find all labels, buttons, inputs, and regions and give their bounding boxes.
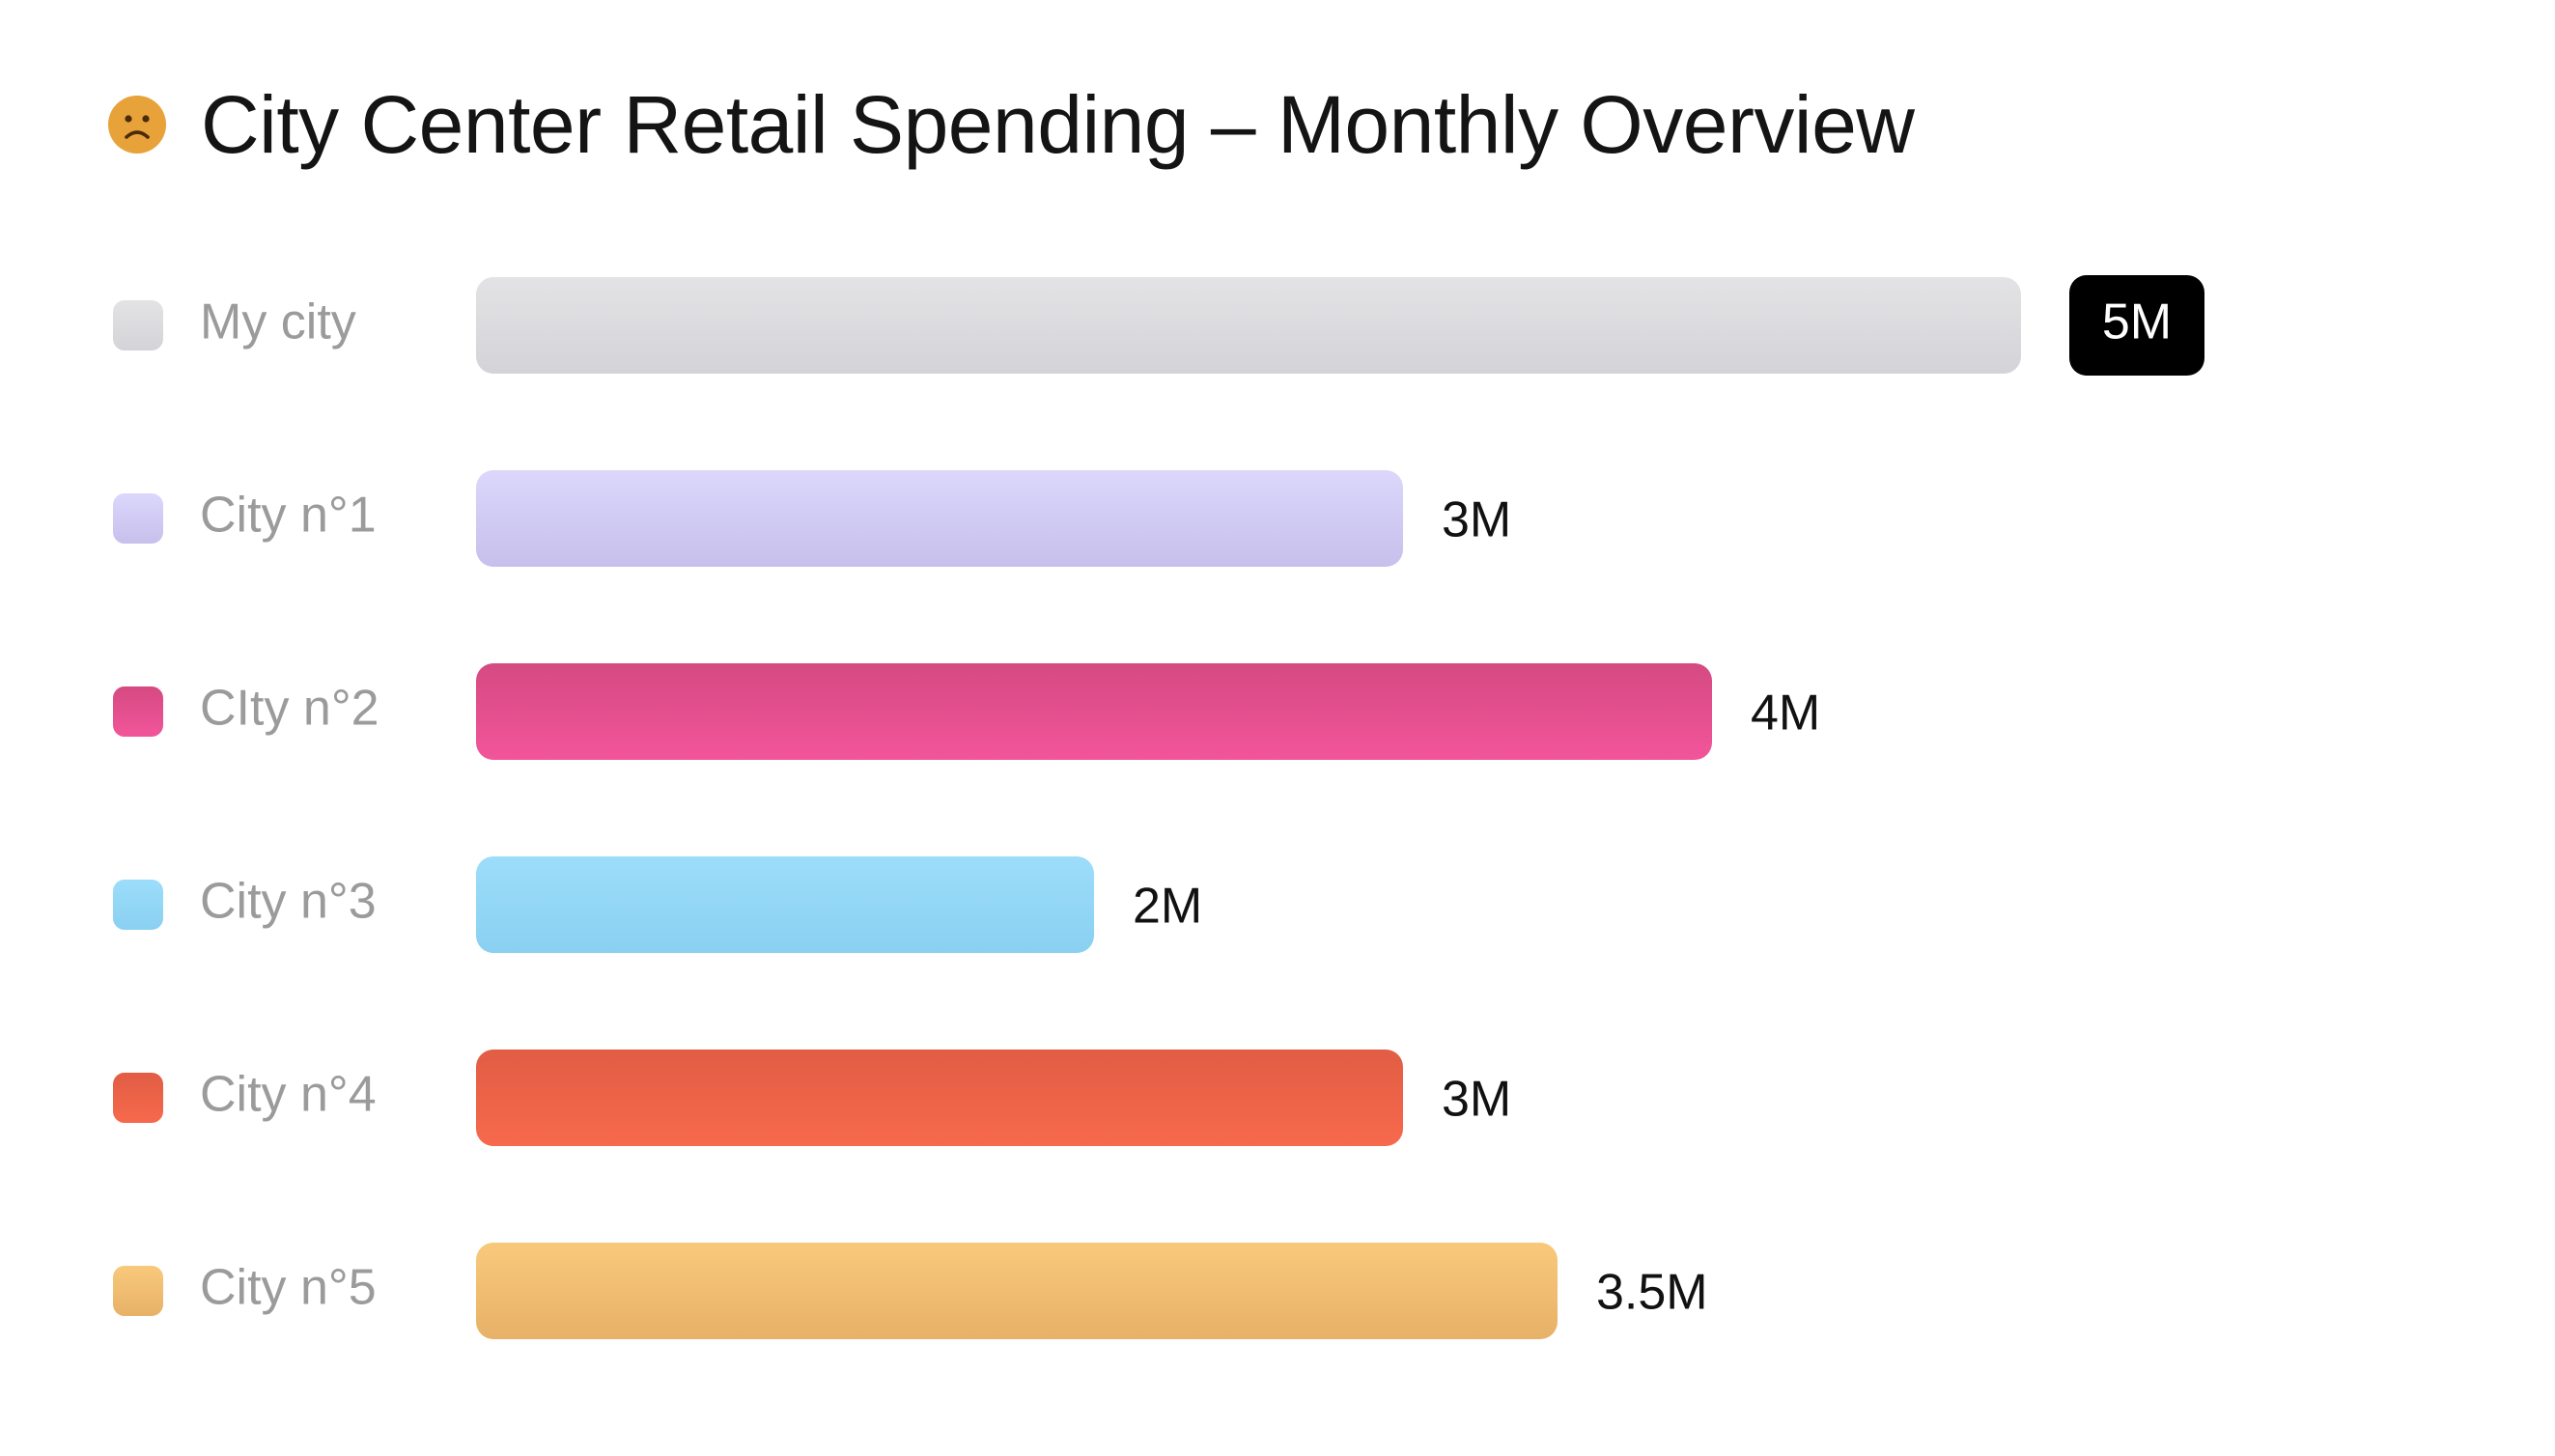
bar[interactable]: [476, 277, 2021, 374]
value-label: 2M: [1133, 879, 1202, 935]
value-badge: [2069, 275, 2204, 376]
chart-header: City Center Retail Spending – Monthly Ov…: [108, 71, 1915, 178]
legend-swatch: [113, 1266, 163, 1316]
category-label: City n°5: [200, 1260, 377, 1316]
legend-swatch: [113, 1073, 163, 1123]
chart-title: City Center Retail Spending – Monthly Ov…: [201, 79, 1915, 170]
bar[interactable]: [476, 856, 1094, 953]
sad-face-icon: [108, 96, 166, 154]
bar[interactable]: [476, 470, 1403, 567]
value-label: 5M: [2102, 294, 2172, 350]
legend-swatch: [113, 880, 163, 930]
value-label: 3M: [1442, 1072, 1511, 1128]
value-label: 3M: [1442, 492, 1511, 548]
category-label: City n°4: [200, 1067, 377, 1123]
bar[interactable]: [476, 1050, 1403, 1146]
category-label: City n°3: [200, 874, 377, 930]
legend-swatch: [113, 686, 163, 737]
category-label: My city: [200, 294, 356, 350]
bar[interactable]: [476, 1243, 1558, 1339]
category-label: City n°1: [200, 488, 377, 544]
legend-swatch: [113, 493, 163, 544]
bar[interactable]: [476, 663, 1712, 760]
category-label: CIty n°2: [200, 681, 379, 737]
legend-swatch: [113, 300, 163, 350]
value-label: 3.5M: [1596, 1265, 1708, 1321]
value-label: 4M: [1751, 686, 1820, 742]
